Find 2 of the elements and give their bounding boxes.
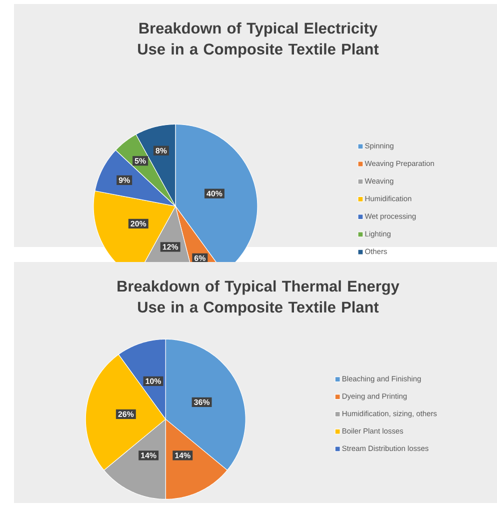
chart-title: Breakdown of Typical Electricity Use in a Composite Textile Plant: [138, 22, 379, 58]
chart-title: Breakdown of Typical Thermal Energy Use in a Composite Textile Plant: [118, 280, 400, 316]
